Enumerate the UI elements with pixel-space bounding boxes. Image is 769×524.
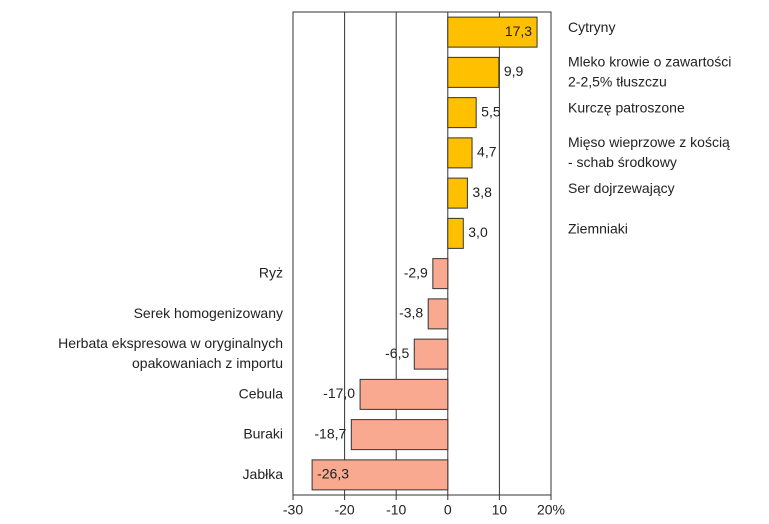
value-label: 3,8 [472,184,492,200]
bar [350,419,449,451]
category-label: Ziemniaki [568,220,628,236]
category-line: - schab środkowy [568,154,677,170]
category-label: Jabłka [243,466,284,482]
category-line: Serek homogenizowany [134,305,283,321]
bar [311,459,449,491]
value-label: -3,8 [399,305,423,321]
category-label: Mleko krowie o zawartości 2-2,5% tłuszczu [568,53,731,89]
x-tick-label: -10 [386,502,406,518]
category-line: opakowaniach z importu [132,355,283,371]
bar [359,378,449,410]
category-label: Cytryny [568,19,615,35]
value-label: 4,7 [477,144,497,160]
x-tick-label: 0 [444,502,452,518]
x-tick-label: -20 [334,502,354,518]
bar [447,177,468,209]
bar [447,16,538,48]
category-label: Ser dojrzewający [568,180,675,196]
category-line: Ziemniaki [568,220,628,236]
value-label: 3,0 [468,224,488,240]
category-line: Cytryny [568,19,615,35]
category-line: 2-2,5% tłuszczu [568,73,667,89]
category-label: Buraki [243,425,283,441]
bar [432,258,449,290]
category-label: Ryż [259,264,283,280]
value-label: 5,5 [481,103,501,119]
plot-frame [292,11,552,496]
bar [447,56,500,88]
category-label: Mięso wieprzowe z kością - schab środkowy [568,134,730,170]
category-label: Herbata ekspresowa w oryginalnych opakowa… [58,335,283,371]
category-line: Jabłka [243,466,284,482]
bar [427,298,449,330]
value-label: 17,3 [505,23,532,39]
value-label: -17,0 [323,385,355,401]
category-line: Kurczę patroszone [568,99,685,115]
category-label: Cebula [239,385,284,401]
category-line: Buraki [243,425,283,441]
category-label: Kurczę patroszone [568,99,685,115]
category-line: Cebula [239,385,284,401]
bar [447,97,477,129]
category-label: Serek homogenizowany [134,305,283,321]
value-label: -26,3 [317,466,349,482]
category-line: Ser dojrzewający [568,180,675,196]
bar [413,338,449,370]
value-label: -18,7 [314,425,346,441]
bar [447,217,464,249]
value-label: 9,9 [504,63,524,79]
category-line: Mleko krowie o zawartości [568,53,731,69]
category-line: Mięso wieprzowe z kością [568,134,730,150]
value-label: -2,9 [404,264,428,280]
category-line: Ryż [259,264,283,280]
category-line: Herbata ekspresowa w oryginalnych [58,335,283,351]
bar [447,137,473,169]
value-label: -6,5 [385,345,409,361]
x-tick-label: 20% [537,502,565,518]
x-tick-label: 10 [492,502,508,518]
x-tick-label: -30 [283,502,303,518]
